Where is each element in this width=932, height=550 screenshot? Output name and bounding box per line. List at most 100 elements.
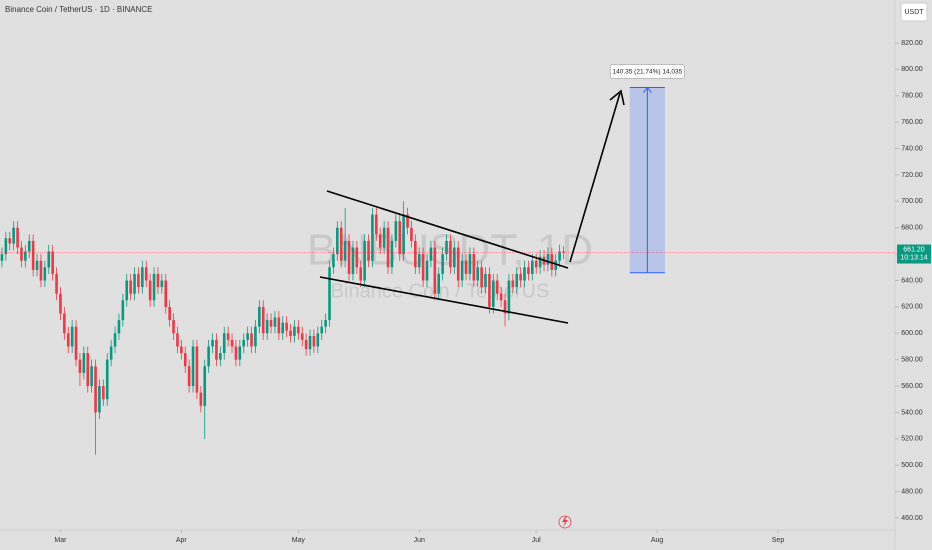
candle-body	[316, 333, 320, 347]
candle-body	[199, 392, 203, 406]
candle-body	[386, 227, 390, 268]
x-tick-label: May	[292, 537, 306, 544]
candle-body	[254, 326, 257, 347]
candle-body	[359, 267, 363, 281]
candle-body	[113, 333, 117, 347]
candle-body	[546, 254, 550, 265]
candle-body	[109, 346, 113, 360]
candle-body	[394, 221, 398, 241]
last-price-label: 661.20	[903, 246, 925, 253]
candle-body	[277, 317, 281, 334]
candle-body	[117, 320, 121, 334]
candle-body	[523, 267, 526, 281]
plot: 460.00 480.00 500.00 520.00 540.00 560.00 580.…	[0, 40, 923, 544]
candle-body	[297, 326, 300, 334]
candle-body	[8, 238, 12, 244]
y-tick-label: 700.00	[901, 198, 923, 205]
candle-body	[31, 240, 35, 270]
candle-body	[47, 251, 51, 268]
candle-body	[176, 333, 179, 347]
currency-box[interactable]	[900, 2, 928, 22]
lower-trendline	[319, 276, 569, 324]
candle-body	[363, 240, 366, 281]
event-icon-ring[interactable]	[558, 515, 572, 529]
candle-body	[82, 353, 86, 373]
event-icon[interactable]	[562, 516, 568, 527]
y-tick-label: 680.00	[901, 225, 923, 232]
candle-body	[433, 247, 437, 294]
candle-body	[312, 335, 316, 347]
candle-body	[39, 260, 43, 281]
candle-body	[269, 320, 273, 327]
candle-body	[230, 339, 234, 347]
candle-body	[180, 346, 183, 354]
candle-body	[164, 280, 168, 307]
candle-body	[492, 280, 495, 307]
candle-body	[519, 273, 522, 281]
candle-body	[238, 346, 242, 360]
currency: USDT	[904, 9, 924, 16]
last-price-box	[897, 244, 931, 264]
candle-body	[59, 293, 62, 314]
candle-body	[261, 306, 265, 334]
candle-body	[86, 353, 90, 387]
x-tick-label: Aug	[651, 537, 664, 544]
candle-body	[339, 227, 343, 261]
candle-body	[74, 326, 78, 360]
candle-body	[16, 227, 19, 248]
candle-body	[94, 366, 97, 413]
y-tick-label: 720.00	[901, 172, 923, 179]
candle-body	[495, 280, 499, 294]
x-tick-label: Jul	[532, 537, 541, 544]
candle-body	[355, 247, 359, 268]
candle-body	[351, 247, 355, 274]
candle-body	[398, 221, 402, 255]
candle-body	[152, 273, 156, 301]
candle-body	[328, 267, 331, 321]
candle-body	[460, 260, 464, 281]
candle-body	[390, 240, 394, 268]
candle-body	[371, 214, 374, 261]
candle-body	[43, 267, 47, 281]
candle-body	[183, 353, 187, 367]
candle-body	[258, 306, 261, 327]
candle-body	[558, 251, 561, 261]
candle-body	[70, 326, 74, 347]
candle-body	[172, 320, 175, 334]
upper-trendline	[326, 190, 569, 269]
y-tick-label: 820.00	[901, 40, 923, 47]
candle-body	[105, 359, 109, 400]
candle-body	[554, 260, 558, 270]
y-tick-label: 500.00	[901, 462, 923, 469]
candle-body	[507, 280, 511, 314]
candle-body	[484, 273, 487, 288]
countdown: 10:13:14	[900, 254, 927, 261]
candle-body	[343, 240, 347, 261]
x-tick-label: Apr	[176, 537, 188, 544]
candle-body	[476, 267, 480, 281]
candle-body	[511, 280, 515, 288]
candle-body	[441, 254, 444, 274]
candle-body	[0, 254, 4, 261]
candle-body	[102, 386, 105, 400]
y-tick-label: 760.00	[901, 119, 923, 126]
y-tick-label: 640.00	[901, 277, 923, 284]
candle-body	[219, 353, 222, 360]
candle-body	[250, 333, 253, 347]
candle-body	[488, 273, 491, 307]
y-tick-label: 580.00	[901, 357, 923, 364]
candle-body	[20, 247, 23, 261]
candle-body	[472, 254, 476, 281]
candle-body	[265, 320, 269, 334]
candle-body	[226, 333, 230, 340]
y-tick-label: 800.00	[901, 66, 923, 73]
candle-body	[121, 300, 125, 321]
candle-body	[289, 330, 292, 336]
measure-label-box	[609, 64, 685, 80]
candle-body	[375, 214, 378, 235]
candle-body	[98, 386, 101, 413]
arrow	[569, 89, 625, 263]
candle-body	[531, 260, 534, 274]
candle-body	[66, 333, 70, 347]
